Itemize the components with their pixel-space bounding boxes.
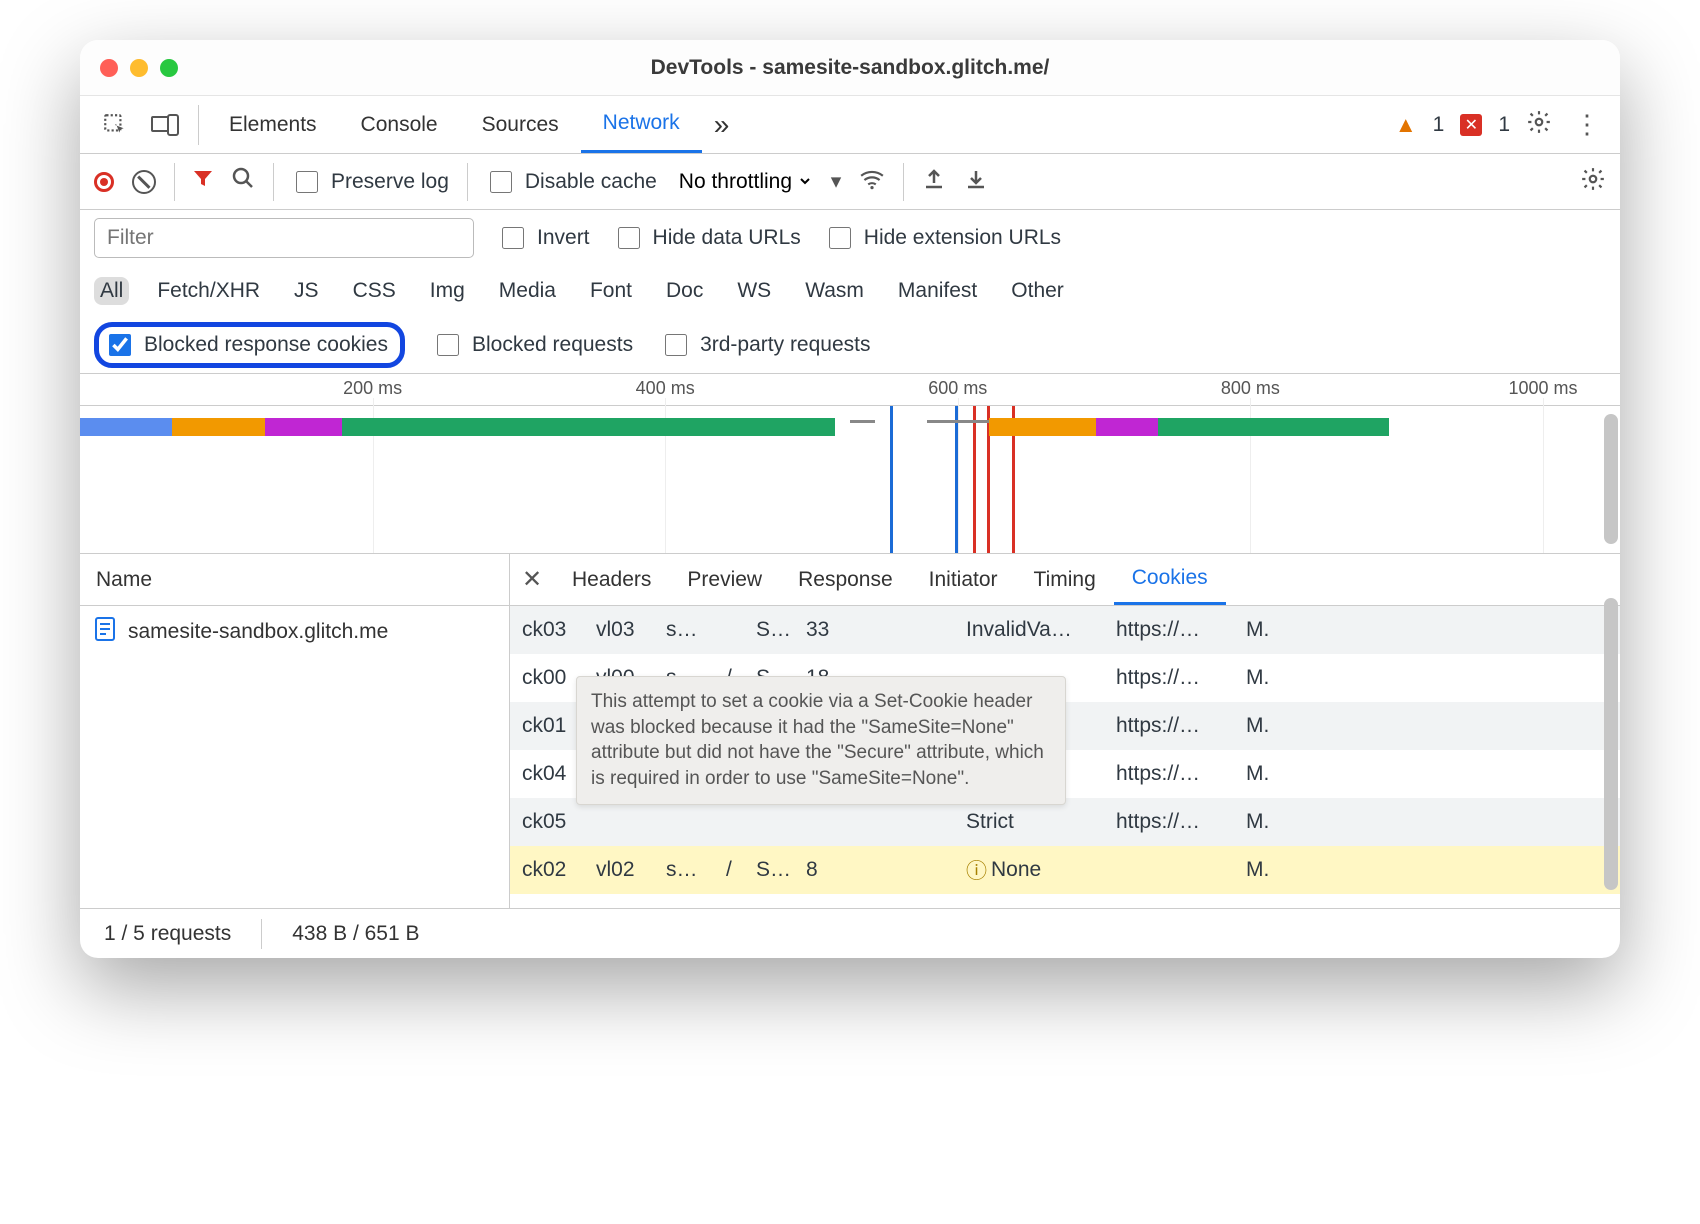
warning-count: 1 xyxy=(1433,113,1445,137)
tab-sources[interactable]: Sources xyxy=(460,96,581,153)
type-filter-js[interactable]: JS xyxy=(288,277,325,305)
timeline-tick: 1000 ms xyxy=(1508,378,1577,399)
status-bar: 1 / 5 requests 438 B / 651 B xyxy=(80,908,1620,958)
error-icon[interactable]: ✕ xyxy=(1460,114,1482,136)
export-har-icon[interactable] xyxy=(922,167,946,197)
detail-tab-initiator[interactable]: Initiator xyxy=(911,554,1016,605)
network-toolbar: Preserve log Disable cache No throttling… xyxy=(80,154,1620,210)
clear-button[interactable] xyxy=(132,170,156,194)
tab-console[interactable]: Console xyxy=(339,96,460,153)
requests-count: 1 / 5 requests xyxy=(104,922,231,946)
throttling-select[interactable]: No throttling xyxy=(675,169,813,194)
cookie-row[interactable]: ck02vl02s…/S…8ⓘNoneM. xyxy=(510,846,1620,894)
request-list: Name samesite-sandbox.glitch.me xyxy=(80,554,510,908)
info-icon: ⓘ xyxy=(966,855,987,885)
cookie-row[interactable]: ck05Stricthttps://…M. xyxy=(510,798,1620,846)
timeline-tick: 200 ms xyxy=(343,378,402,399)
timeline-tick: 600 ms xyxy=(928,378,987,399)
blocked-response-cookies-checkbox[interactable]: Blocked response cookies xyxy=(105,331,388,359)
filter-icon[interactable] xyxy=(193,169,213,195)
main-tabs: ElementsConsoleSourcesNetwork » ▲ 1 ✕ 1 … xyxy=(80,96,1620,154)
import-har-icon[interactable] xyxy=(964,167,988,197)
name-column-header[interactable]: Name xyxy=(80,554,509,606)
request-row[interactable]: samesite-sandbox.glitch.me xyxy=(80,606,509,658)
titlebar: DevTools - samesite-sandbox.glitch.me/ xyxy=(80,40,1620,96)
type-filter-fetchxhr[interactable]: Fetch/XHR xyxy=(151,277,266,305)
blocked-requests-checkbox[interactable]: Blocked requests xyxy=(433,331,633,359)
window-title: DevTools - samesite-sandbox.glitch.me/ xyxy=(80,56,1620,80)
type-filter-all[interactable]: All xyxy=(94,277,129,305)
more-tabs-icon[interactable]: » xyxy=(702,109,742,141)
settings-icon[interactable] xyxy=(1526,109,1552,141)
type-filter-doc[interactable]: Doc xyxy=(660,277,709,305)
transfer-size: 438 B / 651 B xyxy=(292,922,419,946)
third-party-requests-checkbox[interactable]: 3rd-party requests xyxy=(661,331,870,359)
detail-tab-timing[interactable]: Timing xyxy=(1016,554,1114,605)
type-filter-ws[interactable]: WS xyxy=(731,277,777,305)
blocked-cookie-tooltip: This attempt to set a cookie via a Set-C… xyxy=(576,676,1066,805)
request-filter-row: Blocked response cookies Blocked request… xyxy=(80,316,1620,374)
request-name: samesite-sandbox.glitch.me xyxy=(128,620,388,644)
hide-extension-urls-checkbox[interactable]: Hide extension URLs xyxy=(825,224,1061,252)
preserve-log-checkbox[interactable]: Preserve log xyxy=(292,168,449,196)
inspect-element-icon[interactable] xyxy=(90,112,140,138)
hide-data-urls-checkbox[interactable]: Hide data URLs xyxy=(614,224,801,252)
cookies-table: This attempt to set a cookie via a Set-C… xyxy=(510,606,1620,908)
tab-network[interactable]: Network xyxy=(581,96,702,153)
invert-checkbox[interactable]: Invert xyxy=(498,224,590,252)
kebab-menu-icon[interactable]: ⋮ xyxy=(1568,109,1606,140)
devtools-window: DevTools - samesite-sandbox.glitch.me/ E… xyxy=(80,40,1620,958)
type-filter-img[interactable]: Img xyxy=(424,277,471,305)
detail-tab-headers[interactable]: Headers xyxy=(554,554,669,605)
device-toolbar-icon[interactable] xyxy=(140,114,190,136)
type-filter-manifest[interactable]: Manifest xyxy=(892,277,983,305)
detail-tab-response[interactable]: Response xyxy=(780,554,911,605)
type-filter-wasm[interactable]: Wasm xyxy=(799,277,870,305)
type-filter-media[interactable]: Media xyxy=(493,277,562,305)
error-count: 1 xyxy=(1498,113,1510,137)
timeline-tick: 800 ms xyxy=(1221,378,1280,399)
document-icon xyxy=(94,616,116,648)
network-settings-icon[interactable] xyxy=(1580,166,1606,198)
search-icon[interactable] xyxy=(231,166,255,197)
filter-input[interactable] xyxy=(94,218,474,258)
network-split: Name samesite-sandbox.glitch.me ✕ Header… xyxy=(80,554,1620,908)
blocked-cookies-highlight: Blocked response cookies xyxy=(94,322,405,368)
details-panel: ✕ HeadersPreviewResponseInitiatorTimingC… xyxy=(510,554,1620,908)
type-filter-css[interactable]: CSS xyxy=(347,277,402,305)
type-filter-other[interactable]: Other xyxy=(1005,277,1070,305)
disable-cache-checkbox[interactable]: Disable cache xyxy=(486,168,657,196)
type-filter-row: All Fetch/XHR JS CSS Img Media Font Doc WS Wasm Ma… xyxy=(80,266,1620,316)
detail-tab-cookies[interactable]: Cookies xyxy=(1114,554,1226,605)
record-button[interactable] xyxy=(94,172,114,192)
detail-tab-preview[interactable]: Preview xyxy=(669,554,780,605)
warning-icon[interactable]: ▲ xyxy=(1395,112,1417,138)
timeline-overview[interactable]: 200 ms 400 ms 600 ms 800 ms 1000 ms xyxy=(80,374,1620,554)
tab-elements[interactable]: Elements xyxy=(207,96,339,153)
cookie-row[interactable]: ck03vl03s…S…33InvalidVa…https://…M. xyxy=(510,606,1620,654)
network-conditions-icon[interactable] xyxy=(859,168,885,196)
type-filter-font[interactable]: Font xyxy=(584,277,638,305)
close-details-icon[interactable]: ✕ xyxy=(510,565,554,594)
detail-tabs: ✕ HeadersPreviewResponseInitiatorTimingC… xyxy=(510,554,1620,606)
timeline-tick: 400 ms xyxy=(636,378,695,399)
filter-row: Invert Hide data URLs Hide extension URL… xyxy=(80,210,1620,266)
